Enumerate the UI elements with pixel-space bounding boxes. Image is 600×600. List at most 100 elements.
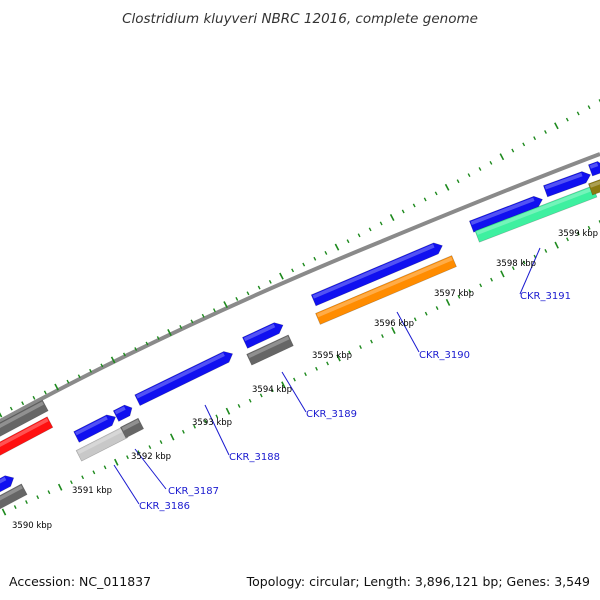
tick-mark [522, 142, 526, 147]
scale-label: 3593 kbp [192, 418, 232, 428]
leader-line [396, 311, 420, 353]
gene-tag[interactable]: CKR_3191 [520, 291, 571, 302]
tick-mark [47, 490, 51, 495]
tick-mark [246, 291, 250, 296]
tick-mark [270, 388, 274, 393]
cds-arrow[interactable] [310, 240, 445, 307]
tick-mark [212, 308, 216, 313]
tick-mark [544, 248, 548, 253]
tick-mark [444, 183, 450, 191]
tick-mark [36, 495, 40, 500]
cds-arrow[interactable] [242, 320, 285, 349]
cds-arrow[interactable] [543, 169, 592, 198]
feature-red[interactable] [0, 416, 54, 460]
scale-label: 3591 kbp [72, 486, 112, 496]
feature-track [0, 160, 600, 517]
tick-mark [193, 424, 196, 429]
tick-mark [114, 458, 119, 466]
tick-mark [21, 401, 25, 406]
leader-line [113, 464, 140, 505]
scale-label: 3596 kbp [374, 319, 414, 329]
tick-mark [565, 117, 569, 122]
tick-mark [110, 356, 116, 364]
scale-label: 3597 kbp [434, 289, 474, 299]
tick-mark [268, 279, 272, 284]
feature-orange[interactable] [315, 255, 457, 325]
tick-mark [293, 377, 296, 382]
gene-tag[interactable]: CKR_3188 [229, 452, 280, 463]
feature-dark-grey[interactable] [246, 334, 294, 366]
gene-tag[interactable]: CKR_3189 [306, 409, 357, 420]
tick-mark [13, 505, 17, 509]
cds-arrow[interactable] [468, 194, 544, 233]
tick-mark [598, 99, 600, 103]
tick-mark [489, 160, 493, 165]
cds-arrow[interactable] [112, 403, 134, 422]
tick-mark [435, 306, 439, 310]
gene-tag[interactable]: CKR_3190 [419, 350, 470, 361]
feature-dark-grey[interactable] [119, 417, 145, 439]
feature-aquamarine[interactable] [474, 185, 598, 243]
tick-mark [445, 298, 451, 306]
gene-tag[interactable]: CKR_3186 [139, 501, 190, 512]
tick-mark [370, 339, 373, 344]
gene-tags: CKR_3186 CKR_3187 CKR_3188 CKR_3189 CKR_… [139, 291, 571, 512]
feature-olive[interactable] [587, 178, 600, 196]
tick-mark [346, 239, 350, 244]
scale-label: 3595 kbp [312, 351, 352, 361]
cds-arrow[interactable] [73, 412, 119, 443]
scale-label: 3590 kbp [12, 521, 52, 531]
tick-mark [401, 209, 405, 214]
tick-mark [554, 122, 559, 130]
tick-mark [522, 260, 526, 265]
feature-light-grey[interactable] [75, 426, 129, 462]
tick-mark [511, 266, 515, 271]
tick-mark [159, 440, 163, 444]
tick-mark [169, 433, 175, 441]
feature-dark-grey[interactable] [0, 399, 49, 441]
tick-mark [348, 350, 351, 355]
tick-mark [500, 270, 505, 278]
cds-arrow[interactable] [134, 348, 236, 407]
tick-mark [413, 317, 417, 322]
tick-mark [334, 243, 340, 251]
tick-mark [201, 313, 205, 318]
tick-mark [389, 213, 395, 221]
tick-mark [478, 167, 482, 171]
tick-mark [248, 398, 252, 403]
tick-mark [54, 383, 59, 391]
tick-mark [336, 354, 341, 362]
tick-mark [89, 368, 93, 373]
tick-mark [554, 241, 559, 249]
leader-line [134, 448, 167, 490]
tick-mark [324, 251, 328, 255]
tick-mark [587, 225, 591, 230]
tick-mark [156, 336, 160, 340]
tick-mark [81, 475, 85, 480]
tick-mark [137, 450, 141, 455]
tick-mark [1, 508, 7, 516]
tick-mark [468, 289, 472, 293]
tick-mark [215, 414, 219, 419]
tick-marks [0, 99, 600, 516]
tick-mark [326, 361, 329, 366]
tick-mark [181, 429, 185, 434]
tick-mark [148, 445, 152, 450]
tick-mark [304, 372, 307, 377]
tick-mark [70, 480, 73, 485]
tick-mark [235, 297, 239, 301]
feature-dark-grey[interactable] [0, 483, 28, 517]
tick-mark [122, 352, 126, 357]
tick-mark [412, 203, 416, 208]
cds-arrow[interactable] [587, 160, 600, 177]
genome-backbone [0, 152, 600, 424]
tick-mark [57, 483, 63, 491]
tick-mark [424, 311, 428, 316]
scale-label: 3592 kbp [131, 452, 171, 462]
tick-mark [359, 345, 362, 349]
cds-arrow[interactable] [0, 473, 17, 494]
tick-mark [0, 412, 3, 418]
tick-mark [576, 111, 580, 116]
tick-mark [423, 197, 427, 202]
gene-tag[interactable]: CKR_3187 [168, 486, 219, 497]
